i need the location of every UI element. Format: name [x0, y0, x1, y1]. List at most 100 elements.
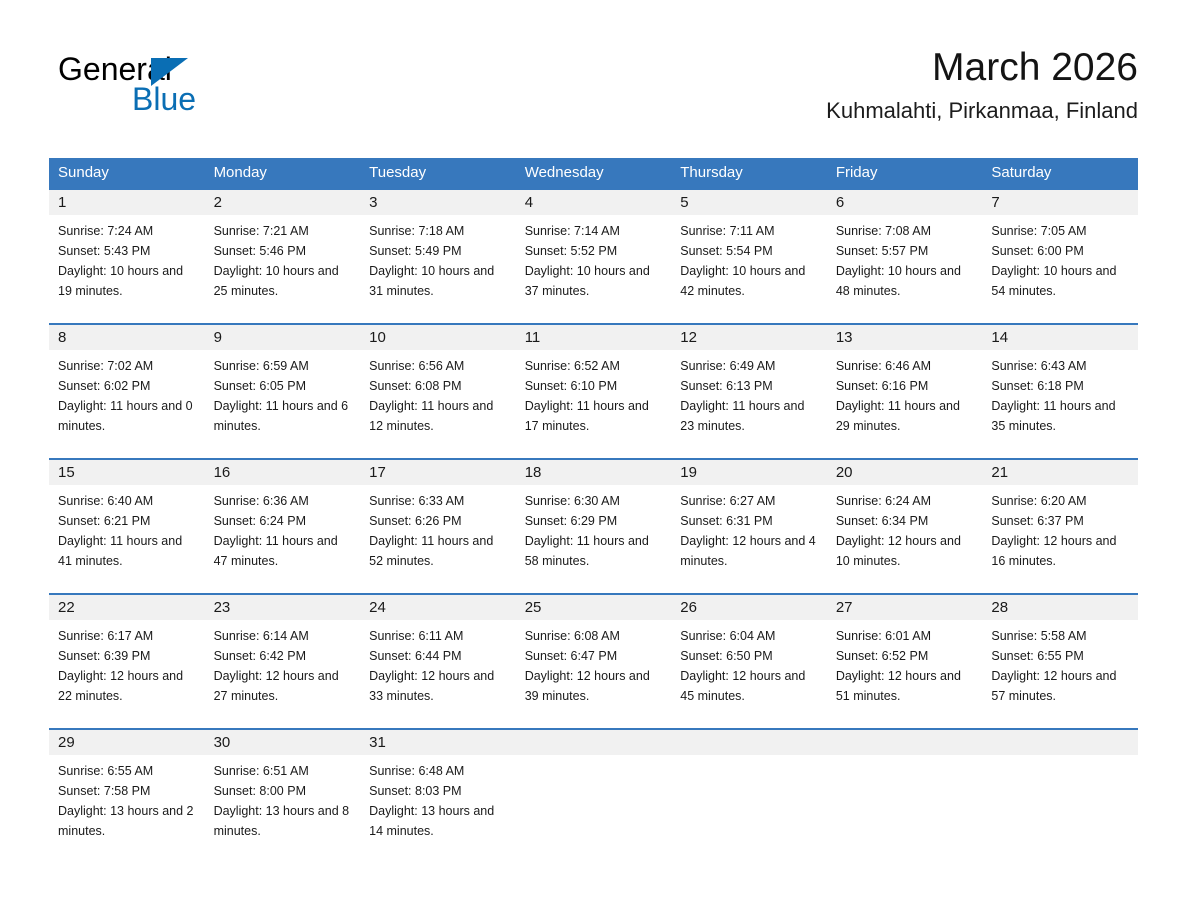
day-number[interactable]: 20 [835, 464, 853, 481]
day-cell[interactable]: Sunrise: 6:51 AM Sunset: 8:00 PM Daylight:… [205, 755, 361, 863]
day-cell[interactable] [516, 755, 672, 863]
day-cell[interactable]: Sunrise: 6:27 AM Sunset: 6:31 PM Daylight:… [671, 485, 827, 593]
day-number[interactable]: 5 [680, 194, 689, 211]
day-number[interactable]: 8 [58, 329, 67, 346]
daylight-text: Daylight: 12 hours and 16 minutes. [991, 534, 1117, 568]
day-number[interactable]: 3 [369, 194, 378, 211]
day-cell[interactable]: Sunrise: 6:40 AM Sunset: 6:21 PM Daylight:… [49, 485, 205, 593]
day-cell[interactable]: Sunrise: 6:36 AM Sunset: 6:24 PM Daylight:… [205, 485, 361, 593]
day-number[interactable]: 22 [58, 599, 75, 616]
day-cell[interactable]: Sunrise: 6:11 AM Sunset: 6:44 PM Daylight:… [360, 620, 516, 728]
daylight-text: Daylight: 11 hours and 58 minutes. [524, 534, 649, 568]
sunset-text: Sunset: 8:03 PM [369, 784, 462, 798]
sunrise-text: Sunrise: 6:48 AM [369, 764, 465, 778]
sunrise-text: Sunrise: 6:52 AM [524, 359, 620, 373]
day-cell[interactable]: Sunrise: 6:17 AM Sunset: 6:39 PM Daylight:… [49, 620, 205, 728]
title-block: March 2026 Kuhmalahti, Pirkanmaa, Finlan… [826, 44, 1138, 126]
sunset-text: Sunset: 6:50 PM [680, 649, 773, 663]
sunrise-text: Sunrise: 6:33 AM [369, 494, 465, 508]
day-cell[interactable]: Sunrise: 6:43 AM Sunset: 6:18 PM Daylight:… [982, 350, 1138, 458]
sunrise-text: Sunrise: 6:40 AM [58, 494, 154, 508]
day-cell[interactable]: Sunrise: 7:05 AM Sunset: 6:00 PM Daylight:… [982, 215, 1138, 323]
day-number[interactable]: 17 [369, 464, 386, 481]
day-cell[interactable]: Sunrise: 5:58 AM Sunset: 6:55 PM Daylight:… [982, 620, 1138, 728]
sunrise-text: Sunrise: 7:24 AM [58, 224, 154, 238]
sunrise-text: Sunrise: 6:04 AM [680, 629, 776, 643]
day-cell[interactable] [982, 755, 1138, 863]
day-number[interactable]: 15 [58, 464, 75, 481]
day-number[interactable]: 28 [991, 599, 1009, 616]
day-number[interactable]: 27 [835, 599, 853, 616]
day-detail-row: Sunrise: 6:40 AM Sunset: 6:21 PM Daylight:… [49, 485, 1138, 593]
day-cell[interactable]: Sunrise: 6:59 AM Sunset: 6:05 PM Daylight:… [205, 350, 361, 458]
day-cell[interactable] [827, 755, 983, 863]
day-number[interactable]: 13 [835, 329, 853, 346]
day-cell[interactable]: Sunrise: 7:02 AM Sunset: 6:02 PM Daylight:… [49, 350, 205, 458]
day-number[interactable]: 4 [524, 194, 534, 211]
day-number[interactable]: 24 [369, 599, 386, 616]
day-cell[interactable]: Sunrise: 6:56 AM Sunset: 6:08 PM Daylight:… [360, 350, 516, 458]
daylight-text: Daylight: 11 hours and 35 minutes. [991, 399, 1116, 433]
day-number[interactable]: 21 [991, 464, 1009, 481]
day-cell[interactable]: Sunrise: 7:08 AM Sunset: 5:57 PM Daylight:… [827, 215, 983, 323]
page-title: March 2026 [932, 46, 1138, 89]
day-number[interactable]: 16 [213, 464, 231, 481]
day-cell[interactable]: Sunrise: 6:46 AM Sunset: 6:16 PM Daylight:… [827, 350, 983, 458]
day-number[interactable] [671, 730, 827, 755]
day-number[interactable]: 7 [991, 194, 1000, 211]
day-number[interactable]: 1 [58, 194, 67, 211]
daylight-text: Daylight: 13 hours and 14 minutes. [369, 804, 495, 838]
day-number[interactable]: 12 [680, 329, 697, 346]
sunset-text: Sunset: 6:05 PM [213, 379, 306, 393]
day-cell[interactable] [671, 755, 827, 863]
daylight-text: Daylight: 12 hours and 10 minutes. [835, 534, 961, 568]
day-cell[interactable]: Sunrise: 6:08 AM Sunset: 6:47 PM Daylight:… [516, 620, 672, 728]
day-number[interactable]: 19 [680, 464, 697, 481]
day-number[interactable]: 2 [213, 194, 222, 211]
day-cell[interactable]: Sunrise: 6:14 AM Sunset: 6:42 PM Daylight:… [205, 620, 361, 728]
location-subtitle: Kuhmalahti, Pirkanmaa, Finland [826, 98, 1138, 123]
day-number[interactable]: 14 [991, 329, 1009, 346]
day-cell[interactable]: Sunrise: 7:21 AM Sunset: 5:46 PM Daylight:… [205, 215, 361, 323]
day-number[interactable]: 18 [524, 464, 542, 481]
day-number[interactable]: 6 [835, 194, 845, 211]
day-number[interactable]: 26 [680, 599, 697, 616]
daylight-text: Daylight: 11 hours and 41 minutes. [58, 534, 183, 568]
day-cell[interactable]: Sunrise: 6:33 AM Sunset: 6:26 PM Daylight:… [360, 485, 516, 593]
day-cell[interactable]: Sunrise: 6:48 AM Sunset: 8:03 PM Daylight:… [360, 755, 516, 863]
day-number[interactable] [827, 730, 983, 755]
day-cell[interactable]: Sunrise: 6:52 AM Sunset: 6:10 PM Daylight:… [516, 350, 672, 458]
day-number[interactable] [982, 730, 1138, 755]
calendar-week-row: 29 30 31 Sunrise: 6:55 AM Sunset: 7:58 PM Day… [49, 728, 1138, 863]
day-of-week-monday: Monday [213, 164, 267, 181]
day-cell[interactable]: Sunrise: 6:04 AM Sunset: 6:50 PM Daylight:… [671, 620, 827, 728]
day-number[interactable]: 30 [213, 734, 231, 751]
day-number[interactable]: 23 [213, 599, 231, 616]
day-cell[interactable]: Sunrise: 6:49 AM Sunset: 6:13 PM Daylight:… [671, 350, 827, 458]
day-number[interactable] [516, 730, 672, 755]
day-cell[interactable]: Sunrise: 6:24 AM Sunset: 6:34 PM Daylight:… [827, 485, 983, 593]
daylight-text: Daylight: 12 hours and 4 minutes. [680, 534, 816, 568]
day-cell[interactable]: Sunrise: 7:24 AM Sunset: 5:43 PM Daylight:… [49, 215, 205, 323]
day-of-week-saturday: Saturday [991, 164, 1052, 181]
sunrise-text: Sunrise: 6:49 AM [680, 359, 776, 373]
day-cell[interactable]: Sunrise: 6:30 AM Sunset: 6:29 PM Daylight:… [516, 485, 672, 593]
sunset-text: Sunset: 6:16 PM [835, 379, 929, 393]
day-number[interactable]: 10 [369, 329, 386, 346]
sunrise-text: Sunrise: 6:43 AM [991, 359, 1087, 373]
day-number[interactable]: 25 [524, 599, 542, 616]
day-cell[interactable]: Sunrise: 6:55 AM Sunset: 7:58 PM Daylight:… [49, 755, 205, 863]
calendar-week-row: 8 9 10 11 12 13 14 Sunrise: 7:02 AM Sunset: 6:02… [49, 323, 1138, 458]
day-number[interactable]: 11 [524, 329, 541, 346]
day-cell[interactable]: Sunrise: 7:18 AM Sunset: 5:49 PM Daylight:… [360, 215, 516, 323]
day-number[interactable]: 29 [58, 734, 75, 751]
day-cell[interactable]: Sunrise: 7:14 AM Sunset: 5:52 PM Daylight:… [516, 215, 672, 323]
week-divider [49, 728, 1138, 730]
daylight-text: Daylight: 10 hours and 48 minutes. [835, 264, 961, 298]
day-number[interactable]: 9 [213, 329, 222, 346]
day-cell[interactable]: Sunrise: 6:01 AM Sunset: 6:52 PM Daylight:… [827, 620, 983, 728]
day-cell[interactable]: Sunrise: 7:11 AM Sunset: 5:54 PM Daylight:… [671, 215, 827, 323]
day-cell[interactable]: Sunrise: 6:20 AM Sunset: 6:37 PM Daylight:… [982, 485, 1138, 593]
day-number[interactable]: 31 [369, 734, 386, 751]
